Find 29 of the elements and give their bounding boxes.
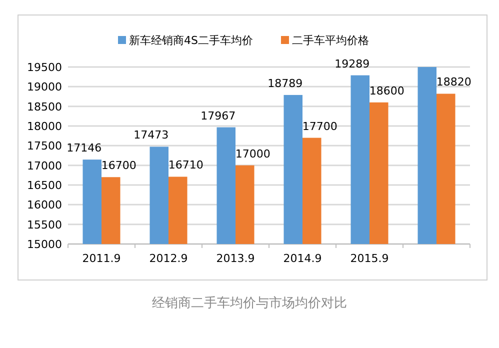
data-label: 18789 bbox=[268, 76, 303, 90]
data-label: 17146 bbox=[66, 142, 102, 155]
legend-label: 新车经销商4S二手车均价 bbox=[129, 34, 253, 47]
data-label: 17700 bbox=[302, 120, 338, 133]
data-label: 19289 bbox=[334, 57, 370, 70]
data-label: 17000 bbox=[235, 147, 270, 160]
y-tick-label: 16000 bbox=[27, 198, 62, 212]
x-tick-label: 2013.9 bbox=[216, 252, 255, 265]
y-tick-label: 15000 bbox=[27, 238, 62, 251]
y-tick-label: 18000 bbox=[27, 120, 62, 133]
y-tick-label: 19000 bbox=[27, 80, 62, 94]
x-tick-label: 2015.9 bbox=[350, 252, 389, 265]
x-tick-label: 2014.9 bbox=[283, 252, 322, 265]
data-label: 16710 bbox=[168, 158, 204, 172]
y-tick-label: 18500 bbox=[27, 100, 62, 114]
y-tick-label: 17000 bbox=[27, 159, 62, 172]
x-tick-label: 2011.9 bbox=[82, 252, 121, 265]
y-tick-label: 19500 bbox=[27, 61, 62, 74]
x-tick-label: 2012.9 bbox=[149, 252, 188, 265]
data-label: 16700 bbox=[101, 159, 136, 172]
data-label: 17967 bbox=[200, 109, 236, 122]
y-tick-label: 15500 bbox=[27, 218, 62, 232]
data-label: 17473 bbox=[134, 128, 169, 142]
data-label: 18820 bbox=[436, 76, 472, 89]
data-label: 18600 bbox=[369, 84, 404, 98]
y-tick-label: 16500 bbox=[27, 179, 62, 192]
y-tick-label: 17500 bbox=[27, 140, 62, 153]
text: 经销商二手车均价与市场均价对比 bbox=[152, 296, 347, 311]
legend-label: 二手车平均价格 bbox=[292, 34, 369, 47]
